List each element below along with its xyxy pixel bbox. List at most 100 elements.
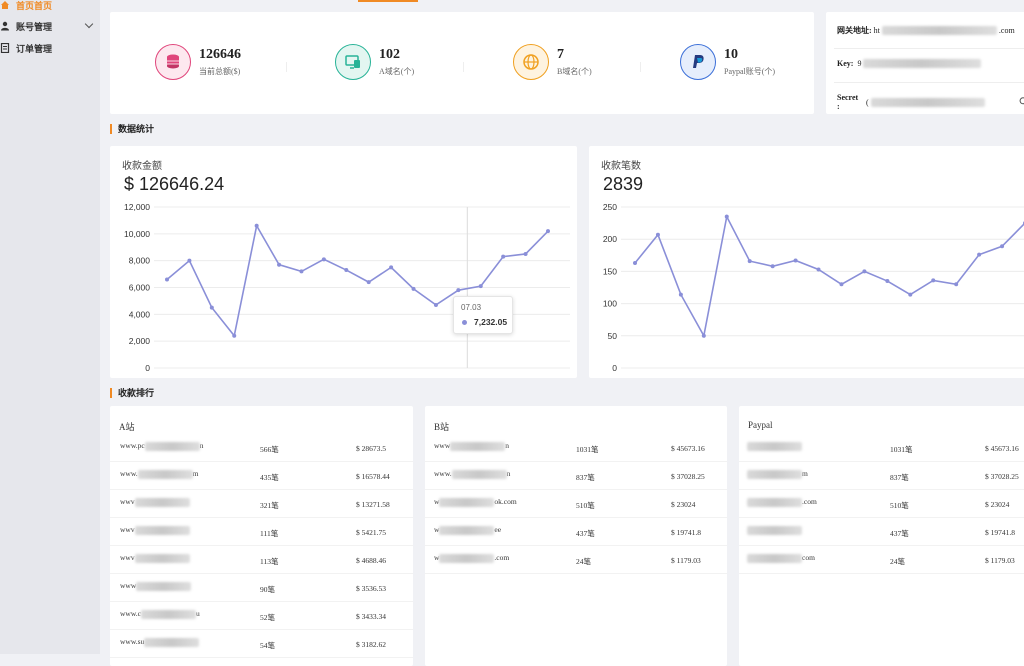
table-row: w ok.com 510笔 $ 23024	[425, 490, 727, 518]
stat-paypal-accounts: 10 Paypal账号(个)	[680, 42, 775, 82]
order-count: 435笔	[260, 473, 279, 482]
table-row: wwv 113笔 $ 4688.46	[110, 546, 413, 574]
site-name[interactable]: www	[120, 581, 192, 591]
site-suffix: ok.com	[494, 497, 517, 506]
site-name[interactable]: .com	[747, 497, 817, 507]
table-row: www.c u 52笔 $ 3433.34	[110, 602, 413, 630]
redacted-text	[134, 553, 190, 563]
chart-total: $ 126646.24	[124, 174, 225, 194]
table-row: www. n 837笔 $ 37028.25	[425, 462, 727, 490]
site-name[interactable]: w .com	[434, 553, 509, 563]
data-point	[254, 223, 259, 228]
sidebar-item-accounts[interactable]: 账号管理	[0, 15, 100, 37]
gateway-address-value[interactable]: ht	[873, 26, 880, 35]
stat-value: 10	[724, 47, 738, 62]
data-point	[366, 280, 371, 285]
count-line-chart[interactable]: 0 50 100 150 200 250	[589, 146, 1024, 378]
redacted-text	[137, 469, 193, 479]
site-name[interactable]: www.pc n	[120, 441, 203, 451]
site-name[interactable]: www. n	[434, 469, 510, 479]
redacted-text	[863, 59, 982, 68]
site-suffix: m	[192, 469, 199, 478]
order-count: 113笔	[260, 557, 279, 566]
order-amount: $ 5421.75	[356, 528, 386, 537]
refresh-icon[interactable]	[1019, 97, 1024, 107]
sidebar-item-label: 首页首页	[16, 0, 53, 11]
table-row: .com 510笔 $ 23024	[739, 490, 1024, 518]
data-point	[1000, 244, 1005, 249]
table-row: 437笔 $ 19741.8	[739, 518, 1024, 546]
site-name[interactable]: www. m	[120, 469, 198, 479]
order-count: 321笔	[260, 501, 279, 510]
site-name[interactable]: m	[747, 469, 808, 479]
site-name[interactable]: w ee	[434, 525, 501, 535]
redacted-text	[881, 26, 997, 35]
table-row: wwv 321笔 $ 13271.58	[110, 490, 413, 518]
order-count: 437笔	[576, 529, 595, 538]
site-suffix: m	[802, 469, 808, 478]
order-amount: $ 37028.25	[671, 472, 705, 481]
user-icon	[0, 21, 10, 31]
y-tick-label: 4,000	[129, 309, 151, 319]
chart-tooltip: 07.03 7,232.05	[453, 296, 513, 334]
data-point	[165, 277, 169, 282]
y-tick-label: 12,000	[124, 202, 150, 212]
table-row: www.pc n 566笔 $ 28673.5	[110, 434, 413, 462]
table-row: w .com 24笔 $ 1179.03	[425, 546, 727, 574]
chevron-down-icon	[84, 19, 94, 29]
site-prefix: w	[434, 553, 440, 562]
chart-amount-card: 收款金额 $ 126646.24 0 2,000 4,000 6,000 8,000 10…	[110, 146, 577, 378]
site-prefix: w	[434, 525, 440, 534]
key-value[interactable]: 9	[857, 59, 862, 68]
amount-line-chart[interactable]: 0 2,000 4,000 6,000 8,000 10,000 12,000	[110, 146, 577, 378]
tooltip-value: 7,232.05	[474, 317, 508, 327]
site-prefix: www.	[120, 469, 138, 478]
site-name[interactable]: www.su	[120, 637, 200, 647]
y-tick-label: 10,000	[124, 229, 150, 239]
site-name[interactable]: www n	[434, 441, 509, 451]
gateway-key: Key: 9	[837, 59, 982, 68]
site-name[interactable]	[747, 441, 802, 451]
data-point	[655, 232, 660, 237]
order-amount: $ 45673.16	[985, 444, 1019, 453]
order-amount: $ 28673.5	[356, 444, 386, 453]
site-name[interactable]: w ok.com	[434, 497, 517, 507]
y-tick-label: 150	[603, 266, 617, 276]
site-name[interactable]	[747, 525, 802, 535]
coins-icon	[155, 44, 191, 80]
sidebar-item-home[interactable]: 首页首页	[0, 0, 100, 16]
redacted-text	[144, 441, 200, 451]
data-point	[501, 254, 506, 259]
site-name[interactable]: com	[747, 553, 815, 563]
redacted-text	[870, 97, 985, 107]
series-line	[166, 223, 549, 338]
stat-label: B域名(个)	[557, 67, 592, 76]
order-count: 510笔	[576, 501, 595, 510]
data-point	[299, 269, 304, 274]
site-suffix: com	[802, 553, 815, 562]
data-point	[885, 279, 890, 284]
site-name[interactable]: www.c u	[120, 609, 200, 619]
y-tick-label: 6,000	[129, 283, 151, 293]
ranking-a-card: A站 www.pc n 566笔 $ 28673.5 www. m 435笔 $ 16578.…	[110, 406, 413, 666]
order-count: 566笔	[260, 445, 279, 454]
data-point	[433, 302, 438, 307]
site-name[interactable]: wwv	[120, 525, 190, 535]
order-count: 510笔	[890, 501, 909, 510]
y-tick-label: 2,000	[129, 336, 151, 346]
sidebar-item-orders[interactable]: 订单管理	[0, 37, 100, 59]
data-point	[770, 264, 775, 269]
paypal-icon	[680, 44, 716, 80]
ranking-paypal-card: Paypal 1031笔 $ 45673.16 m 837笔 $ 37028.25 .co…	[739, 406, 1024, 666]
site-name[interactable]: wwv	[120, 553, 190, 563]
secret-value[interactable]: (	[866, 97, 869, 107]
data-point	[701, 333, 706, 338]
site-name[interactable]: wwv	[120, 497, 190, 507]
ranking-title: B站	[434, 422, 450, 432]
redacted-text	[136, 581, 192, 591]
order-amount: $ 45673.16	[671, 444, 705, 453]
y-tick-label: 0	[145, 363, 150, 373]
site-suffix: .com	[494, 553, 510, 562]
data-point	[344, 268, 349, 273]
data-point	[187, 258, 192, 263]
